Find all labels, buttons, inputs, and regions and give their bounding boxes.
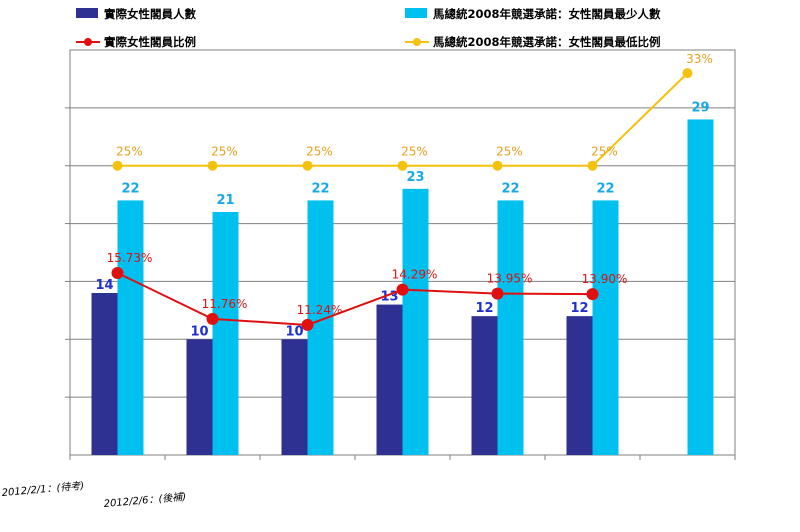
bar-actual-count	[566, 316, 593, 455]
legend-marker-actual-ratio	[84, 38, 92, 46]
marker-actual-ratio	[491, 287, 504, 300]
bar-pledge-count	[212, 212, 239, 455]
data-label-pledge-count: 22	[596, 181, 614, 196]
data-label-pledge-count: 22	[501, 181, 519, 196]
marker-actual-ratio	[206, 312, 219, 325]
bar-actual-count	[91, 293, 118, 455]
data-label-pledge-ratio: 25%	[496, 145, 523, 159]
data-label-actual-ratio: 13.90%	[582, 272, 628, 286]
line-actual-ratio	[117, 272, 593, 326]
legend: 實際女性閣員人數 馬總統2008年競選承諾：女性閣員最少人數 實際女性閣員比例 …	[76, 7, 661, 49]
data-label-pledge-count: 22	[121, 181, 139, 196]
data-label-pledge-ratio: 33%	[686, 52, 713, 66]
data-label-actual-count: 10	[285, 324, 303, 339]
legend-marker-pledge-ratio	[413, 38, 421, 46]
legend-label-pledge-count: 馬總統2008年競選承諾：女性閣員最少人數	[433, 7, 661, 21]
data-label-actual-count: 12	[570, 301, 588, 316]
marker-actual-ratio	[586, 288, 599, 301]
data-label-pledge-ratio: 25%	[211, 145, 238, 159]
legend-label-pledge-ratio: 馬總統2008年競選承諾：女性閣員最低比例	[433, 35, 661, 49]
data-label-pledge-ratio: 25%	[116, 145, 143, 159]
legend-swatch-actual-count	[76, 8, 98, 18]
data-label-actual-count: 14	[95, 278, 113, 293]
marker-actual-ratio	[111, 266, 124, 279]
data-label-actual-count: 10	[190, 324, 208, 339]
marker-pledge-ratio	[492, 160, 503, 171]
data-label-actual-ratio: 13.95%	[487, 272, 533, 286]
marker-pledge-ratio	[302, 160, 313, 171]
bar-actual-count	[186, 339, 213, 455]
data-label-actual-count: 12	[475, 301, 493, 316]
legend-swatch-pledge-count	[405, 8, 427, 18]
marker-pledge-ratio	[682, 68, 693, 79]
marker-actual-ratio	[301, 318, 314, 331]
data-label-pledge-ratio: 25%	[401, 145, 428, 159]
data-label-actual-ratio: 11.76%	[202, 297, 248, 311]
bar-actual-count	[471, 316, 498, 455]
bar-pledge-count	[497, 200, 524, 455]
marker-pledge-ratio	[587, 160, 598, 171]
data-label-pledge-count: 21	[216, 193, 234, 208]
data-label-actual-ratio: 15.73%	[107, 251, 153, 265]
data-label-pledge-count: 23	[406, 170, 424, 185]
footnote-1: 2012/2/1：(待考)	[1, 480, 84, 499]
bar-pledge-count	[687, 119, 714, 455]
data-label-actual-ratio: 14.29%	[392, 268, 438, 282]
marker-pledge-ratio	[207, 160, 218, 171]
legend-label-actual-count: 實際女性閣員人數	[104, 7, 196, 21]
data-label-pledge-ratio: 25%	[591, 145, 618, 159]
marker-pledge-ratio	[397, 160, 408, 171]
data-label-pledge-count: 22	[311, 181, 329, 196]
marker-pledge-ratio	[112, 160, 123, 171]
bar-actual-count	[376, 304, 403, 455]
legend-label-actual-ratio: 實際女性閣員比例	[104, 35, 196, 49]
footnote-2: 2012/2/6：(後補)	[103, 491, 186, 510]
data-label-pledge-count: 29	[691, 100, 709, 115]
data-label-pledge-ratio: 25%	[306, 145, 333, 159]
bar-actual-count	[281, 339, 308, 455]
bar-pledge-count	[592, 200, 619, 455]
bar-pledge-count	[117, 200, 144, 455]
bar-pledge-count	[402, 188, 429, 455]
marker-actual-ratio	[396, 283, 409, 296]
data-label-actual-ratio: 11.24%	[297, 303, 343, 317]
